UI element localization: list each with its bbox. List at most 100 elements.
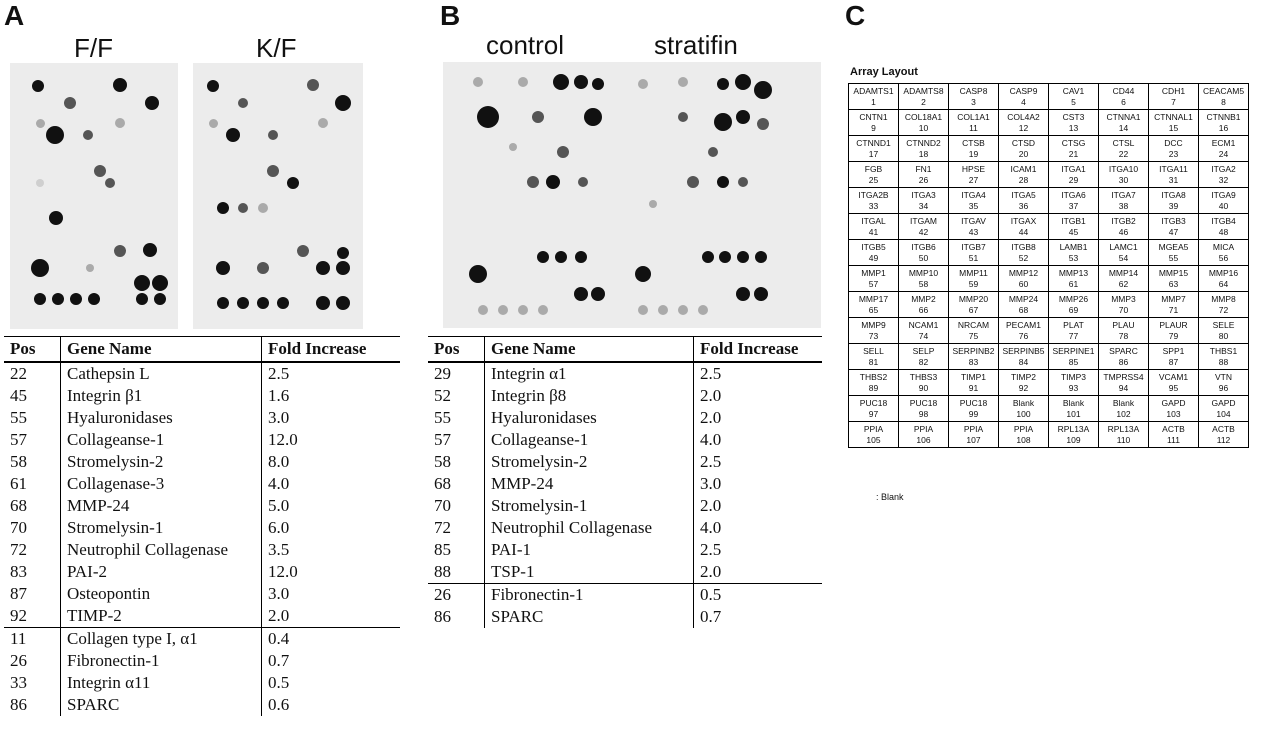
table-row: 68 MMP-24 5.0 — [4, 495, 400, 517]
array-gene: MMP1 — [861, 267, 886, 278]
blot-spot — [49, 211, 63, 225]
blot-spot — [335, 95, 351, 111]
cell-fold: 0.5 — [693, 583, 822, 606]
array-position: 58 — [918, 278, 929, 289]
blot-spot — [708, 147, 718, 157]
array-cell: CASP9 4 — [998, 83, 1049, 110]
array-gene: CTSB — [962, 137, 985, 148]
blot-spot — [337, 247, 349, 259]
cell-gene: TIMP-2 — [60, 605, 262, 628]
array-gene: NCAM1 — [908, 319, 939, 330]
blot-spot — [717, 78, 729, 90]
array-cell: CTSG 21 — [1048, 135, 1099, 162]
array-gene: CAV1 — [1062, 85, 1085, 96]
blot-spot — [36, 179, 44, 187]
panel-label-b: B — [440, 0, 461, 31]
array-position: 11 — [969, 122, 978, 133]
array-cell: THBS3 90 — [898, 369, 949, 396]
array-gene: CNTN1 — [859, 111, 888, 122]
array-gene: ITGA5 — [1011, 189, 1036, 200]
array-cell: CTNNB1 16 — [1198, 109, 1249, 136]
array-gene: GAPD — [1161, 397, 1186, 408]
array-position: 72 — [1218, 304, 1229, 315]
blot-spot — [154, 293, 166, 305]
array-gene: THBS3 — [909, 371, 938, 382]
array-position: 79 — [1168, 330, 1179, 341]
array-layout-title: Array Layout — [850, 66, 918, 78]
array-gene: CTNNB1 — [1206, 111, 1241, 122]
array-position: 82 — [918, 356, 929, 367]
array-gene: MMP8 — [1211, 293, 1236, 304]
array-cell: GAPD 103 — [1148, 395, 1199, 422]
table-row: 83 PAI-2 12.0 — [4, 561, 400, 583]
array-cell: ECM1 24 — [1198, 135, 1249, 162]
array-gene: SERPINB5 — [1002, 345, 1045, 356]
table-row: 87 Osteopontin 3.0 — [4, 583, 400, 605]
array-position: 96 — [1218, 382, 1229, 393]
cell-gene: MMP-24 — [484, 473, 694, 495]
array-gene: VCAM1 — [1158, 371, 1189, 382]
array-position: 10 — [918, 122, 929, 133]
array-cell: ITGA11 31 — [1148, 161, 1199, 188]
table-row: 61 Collagenase-3 4.0 — [4, 473, 400, 495]
array-cell: COL1A1 11 — [948, 109, 999, 136]
array-cell: ITGAL 41 — [848, 213, 899, 240]
array-layout-grid: ADAMTS1 1 ADAMTS8 2 CASP8 3 CASP9 4 CAV1 5 CD44 6 CD… — [848, 83, 1249, 448]
array-cell: NCAM1 74 — [898, 317, 949, 344]
array-cell: MMP15 63 — [1148, 265, 1199, 292]
blot-spot — [518, 305, 528, 315]
blot-spot — [267, 165, 279, 177]
array-position: 66 — [918, 304, 929, 315]
array-cell: CAV1 5 — [1048, 83, 1099, 110]
array-cell: SPARC 86 — [1098, 343, 1149, 370]
cell-fold: 2.5 — [261, 362, 400, 385]
array-gene: MMP12 — [1008, 267, 1039, 278]
array-gene: DCC — [1164, 137, 1183, 148]
array-cell: MMP7 71 — [1148, 291, 1199, 318]
array-cell: MMP2 66 — [898, 291, 949, 318]
array-cell: MMP8 72 — [1198, 291, 1249, 318]
array-position: 7 — [1171, 96, 1176, 107]
blot-spot — [268, 130, 278, 140]
cell-fold: 0.6 — [261, 694, 400, 716]
cell-gene: Neutrophil Collagenase — [60, 539, 262, 561]
array-cell: VTN 96 — [1198, 369, 1249, 396]
array-cell: ITGB1 45 — [1048, 213, 1099, 240]
array-position: 19 — [968, 148, 979, 159]
array-gene: PUC18 — [959, 397, 988, 408]
blot-spot — [658, 305, 668, 315]
array-gene: PLAUR — [1159, 319, 1188, 330]
blot-spot — [238, 98, 248, 108]
blot-spot — [591, 287, 605, 301]
blot-spot — [105, 178, 115, 188]
array-cell: Blank 100 — [998, 395, 1049, 422]
array-cell: ITGA5 36 — [998, 187, 1049, 214]
array-cell: ITGB4 48 — [1198, 213, 1249, 240]
cell-gene: SPARC — [60, 694, 262, 716]
array-cell: MMP10 58 — [898, 265, 949, 292]
array-gene: RPL13A — [1057, 423, 1090, 434]
cell-pos: 68 — [434, 474, 451, 493]
array-gene: PLAU — [1112, 319, 1135, 330]
array-gene: NRCAM — [957, 319, 990, 330]
array-gene: FN1 — [915, 163, 932, 174]
blank-note: : Blank — [876, 492, 904, 502]
cell-pos: 33 — [10, 673, 27, 692]
array-position: 106 — [916, 434, 931, 445]
cell-gene: Stromelysin-1 — [60, 517, 262, 539]
array-cell: CTSD 20 — [998, 135, 1049, 162]
array-position: 71 — [1168, 304, 1179, 315]
array-position: 47 — [1168, 226, 1179, 237]
array-cell: CDH1 7 — [1148, 83, 1199, 110]
array-cell: TIMP1 91 — [948, 369, 999, 396]
array-cell: ITGA7 38 — [1098, 187, 1149, 214]
array-gene: ACTB — [1212, 423, 1235, 434]
table-row: 26 Fibronectin-1 0.5 — [428, 583, 822, 606]
cell-gene: Integrin α1 — [484, 362, 694, 385]
blot-spot — [546, 175, 560, 189]
blot-spot — [115, 118, 125, 128]
results-table-b: Pos Gene Name Fold Increase 29 Integrin α… — [428, 336, 822, 628]
cell-gene: Fibronectin-1 — [60, 650, 262, 672]
array-gene: LAMB1 — [1059, 241, 1088, 252]
array-cell: ADAMTS1 1 — [848, 83, 899, 110]
